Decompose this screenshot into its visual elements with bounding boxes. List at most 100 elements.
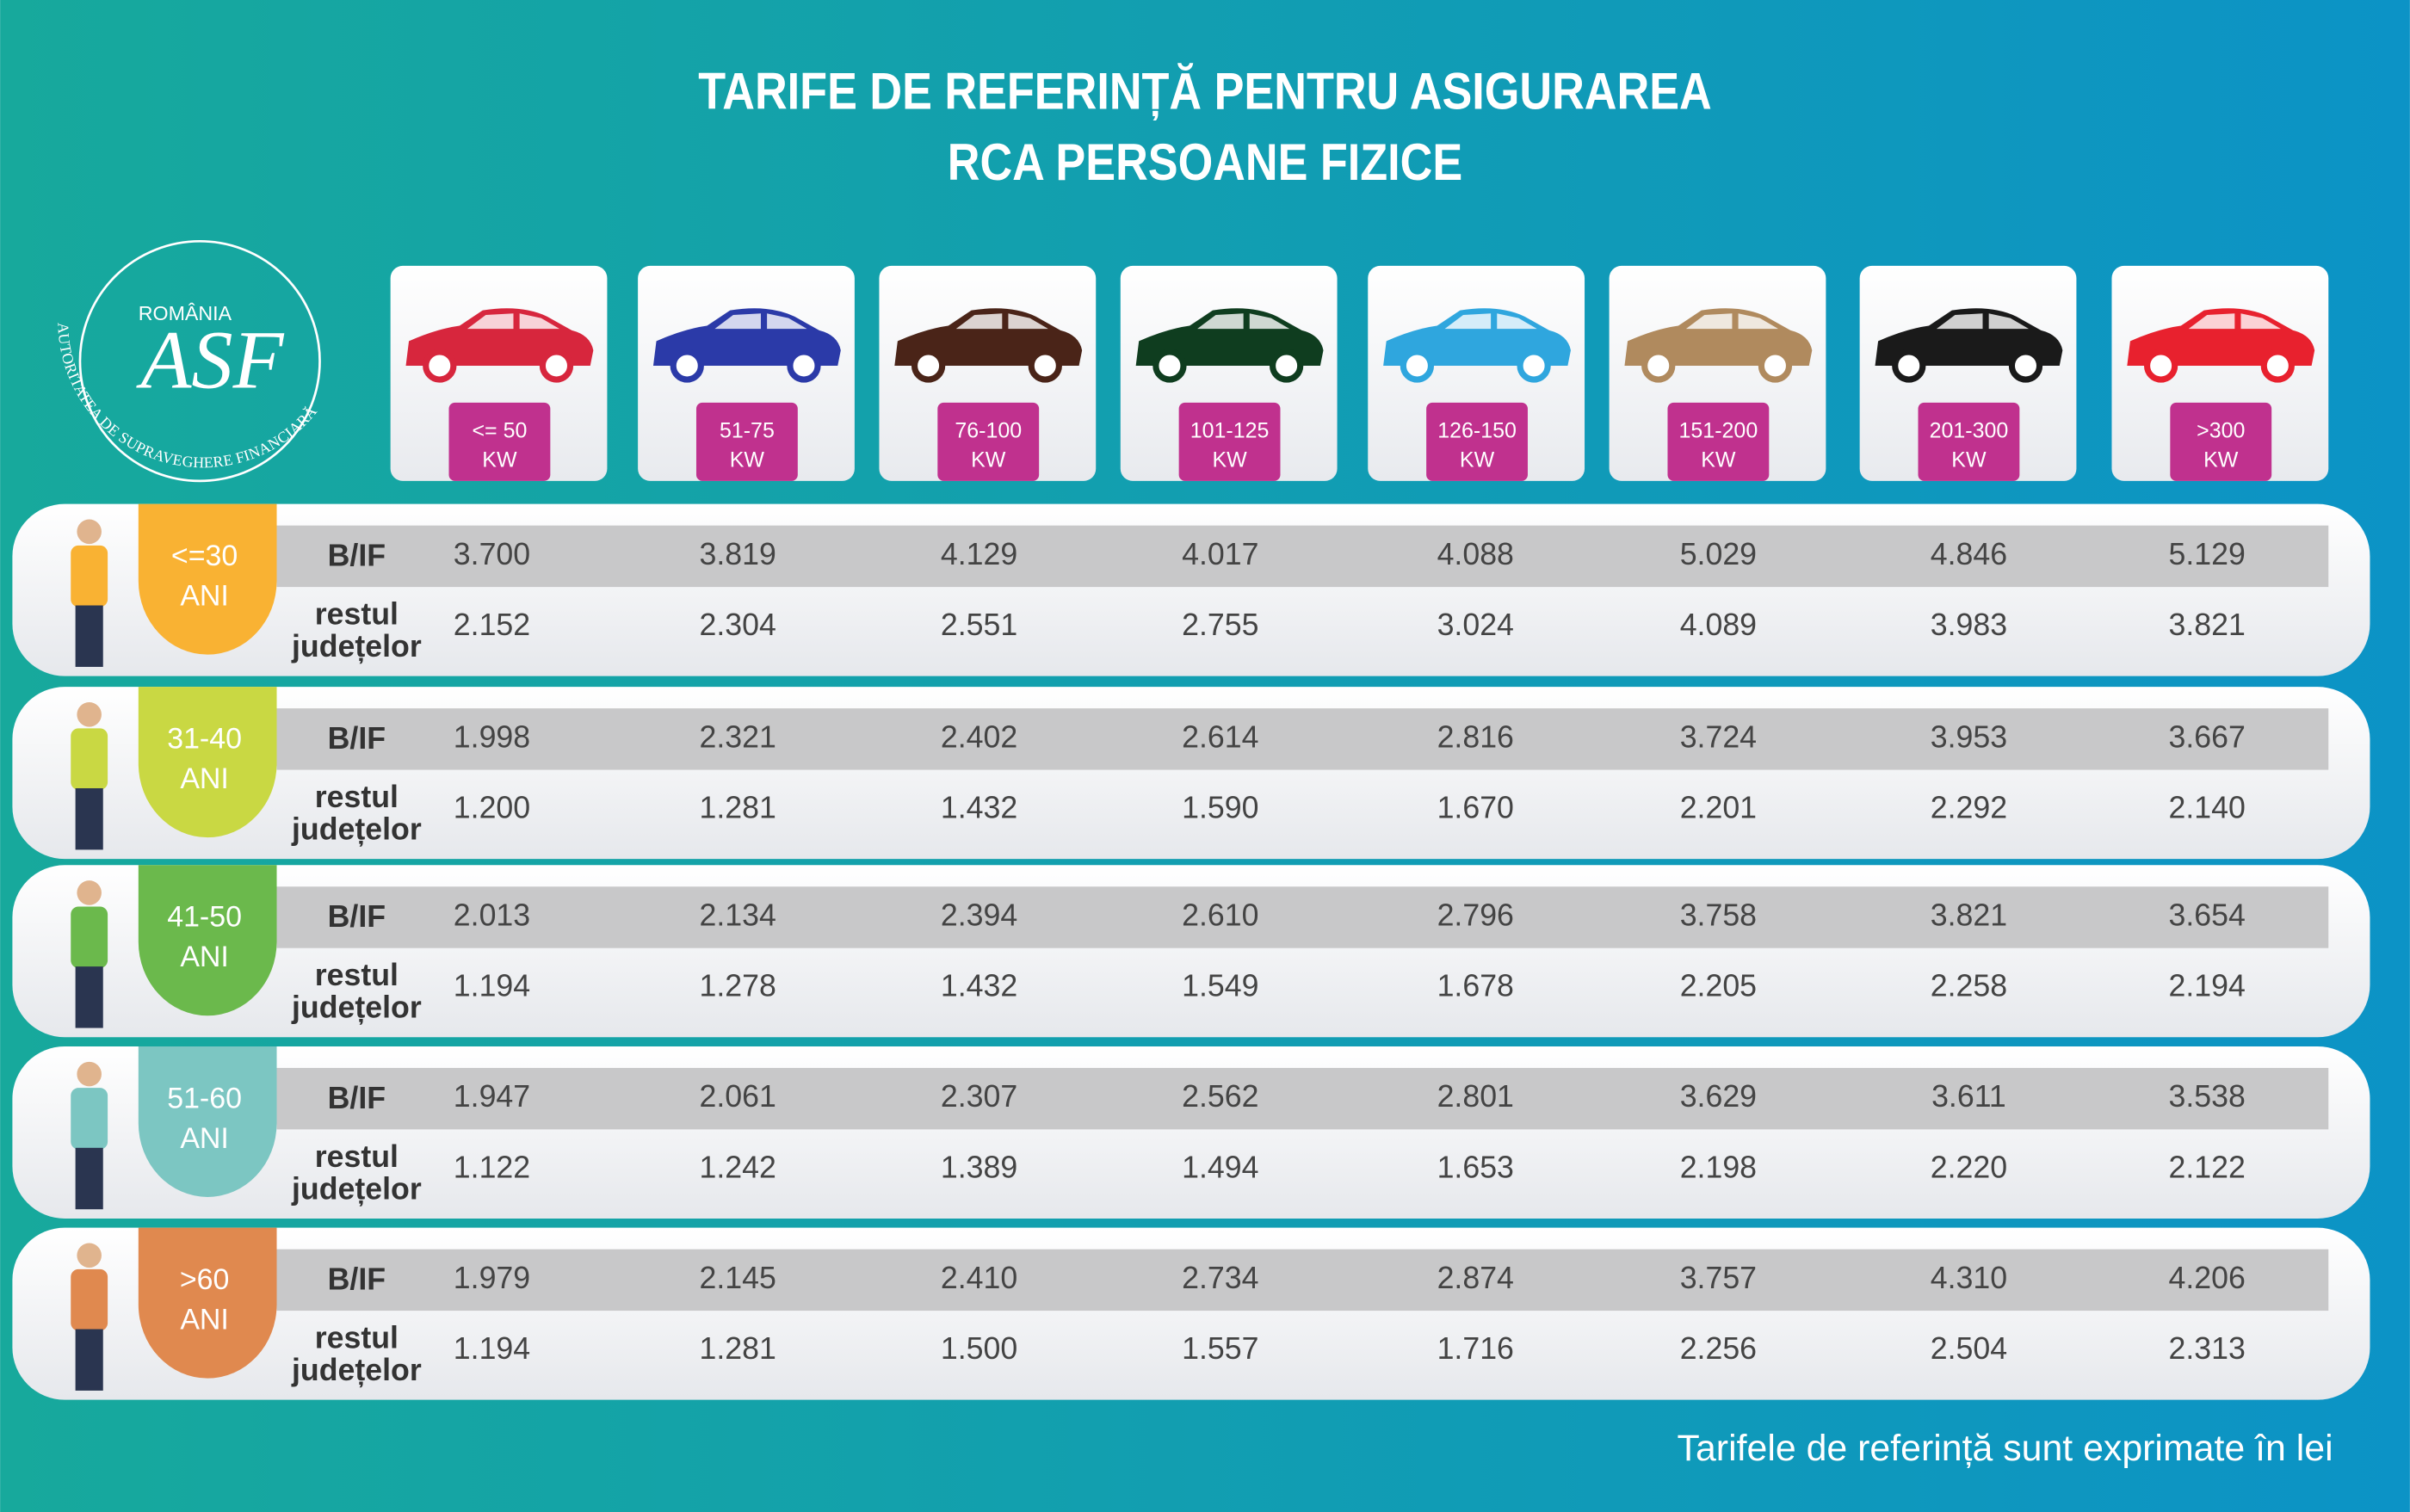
bif-value: 2.614	[1182, 719, 1258, 754]
person-body	[71, 1268, 108, 1331]
bif-value: 2.134	[700, 898, 776, 932]
car-wheel	[539, 349, 574, 383]
bif-label: B/IF	[328, 721, 386, 756]
car-window	[1936, 313, 2030, 330]
person-legs	[75, 1147, 103, 1210]
column-label-box	[2170, 402, 2272, 481]
bif-value: 2.013	[454, 898, 530, 932]
column-card	[1120, 265, 1338, 481]
car-wheel	[1892, 349, 1926, 383]
bif-value: 4.088	[1437, 537, 1514, 571]
column-label-box	[1918, 402, 2020, 481]
bif-value: 1.979	[454, 1261, 530, 1295]
car-wheel	[1400, 349, 1435, 383]
column-label: 76-100	[955, 418, 1022, 442]
column-label: >300	[2197, 418, 2245, 442]
bif-value: 2.816	[1437, 719, 1514, 754]
bif-value: 5.029	[1680, 537, 1757, 571]
column-label: KW	[1212, 447, 1247, 472]
column-label: 51-75	[720, 418, 775, 442]
rest-value: 2.122	[2169, 1150, 2246, 1184]
person-head	[77, 519, 102, 545]
rest-value: 1.653	[1437, 1150, 1514, 1184]
car-window	[467, 313, 560, 330]
rest-value: 3.024	[1437, 608, 1514, 642]
age-badge	[138, 865, 277, 1016]
bif-value: 1.947	[454, 1079, 530, 1114]
car-wheel	[911, 349, 946, 383]
rest-label: restul	[315, 596, 399, 631]
rest-value: 2.292	[1931, 790, 2007, 824]
rest-value: 1.389	[941, 1150, 1017, 1184]
column-card	[390, 265, 608, 481]
car-wheel	[1517, 349, 1551, 383]
person-head	[77, 1061, 102, 1087]
age-badge	[138, 1046, 277, 1197]
bif-value: 2.394	[941, 898, 1017, 932]
person-head	[77, 1243, 102, 1268]
bif-value: 2.307	[941, 1079, 1017, 1114]
age-label: >60	[180, 1263, 230, 1296]
age-label: ANI	[180, 941, 229, 973]
bif-band	[276, 1249, 2329, 1311]
bif-band	[276, 525, 2329, 588]
title-line: TARIFE DE REFERINȚĂ PENTRU ASIGURAREA	[698, 62, 1711, 121]
footer-note: Tarifele de referință sunt exprimate în …	[1678, 1428, 2333, 1469]
rest-value: 1.670	[1437, 790, 1514, 824]
bif-value: 3.821	[1931, 898, 2007, 932]
column-label: KW	[1460, 447, 1495, 472]
rest-value: 1.194	[454, 969, 530, 1003]
bif-value: 3.758	[1680, 898, 1757, 932]
rest-value: 1.432	[941, 790, 1017, 824]
rest-value: 2.551	[941, 608, 1017, 642]
bif-value: 3.700	[454, 537, 530, 571]
person-head	[77, 702, 102, 727]
rest-label: județelor	[291, 1353, 422, 1387]
bif-value: 5.129	[2169, 537, 2246, 571]
column-label-box	[448, 402, 551, 481]
bif-value: 2.610	[1182, 898, 1258, 932]
rest-label: județelor	[291, 812, 422, 846]
column-label: KW	[730, 447, 765, 472]
bif-value: 2.562	[1182, 1079, 1258, 1114]
rest-label: restul	[315, 780, 399, 814]
bif-band	[276, 886, 2329, 948]
bif-value: 4.129	[941, 537, 1017, 571]
title-line: RCA PERSOANE FIZICE	[948, 133, 1462, 191]
column-label-box	[937, 402, 1040, 481]
rest-value: 2.220	[1931, 1150, 2007, 1184]
column-label: 101-125	[1190, 418, 1270, 442]
bif-value: 3.667	[2169, 719, 2246, 754]
age-label: ANI	[180, 580, 229, 613]
column-label: 201-300	[1930, 418, 2009, 442]
bif-value: 3.819	[700, 537, 776, 571]
column-label: KW	[1951, 447, 1987, 472]
column-card	[879, 265, 1097, 481]
rest-label: județelor	[291, 629, 422, 663]
rest-value: 1.500	[941, 1331, 1017, 1366]
bif-label: B/IF	[328, 1081, 386, 1115]
bif-value: 4.310	[1931, 1261, 2007, 1295]
bif-value: 3.611	[1931, 1079, 2006, 1114]
bif-label: B/IF	[328, 1262, 386, 1297]
logo-initials: ASF	[136, 314, 285, 406]
bif-value: 3.538	[2169, 1079, 2246, 1114]
car-window	[714, 313, 807, 330]
person-head	[77, 880, 102, 905]
rest-value: 2.152	[454, 608, 530, 642]
column-label: 126-150	[1437, 418, 1517, 442]
age-label: 51-60	[167, 1082, 242, 1114]
bif-value: 2.734	[1182, 1261, 1258, 1295]
rest-value: 1.432	[941, 969, 1017, 1003]
rest-value: 4.089	[1680, 608, 1757, 642]
column-label: 151-200	[1679, 418, 1758, 442]
rest-value: 1.200	[454, 790, 530, 824]
person-legs	[75, 966, 103, 1028]
bif-value: 4.206	[2169, 1261, 2246, 1295]
car-wheel	[1269, 349, 1304, 383]
person-body	[71, 1088, 108, 1150]
car-wheel	[1641, 349, 1676, 383]
column-label-box	[1667, 402, 1770, 481]
rest-label: județelor	[291, 991, 422, 1025]
car-window	[1685, 313, 1779, 330]
